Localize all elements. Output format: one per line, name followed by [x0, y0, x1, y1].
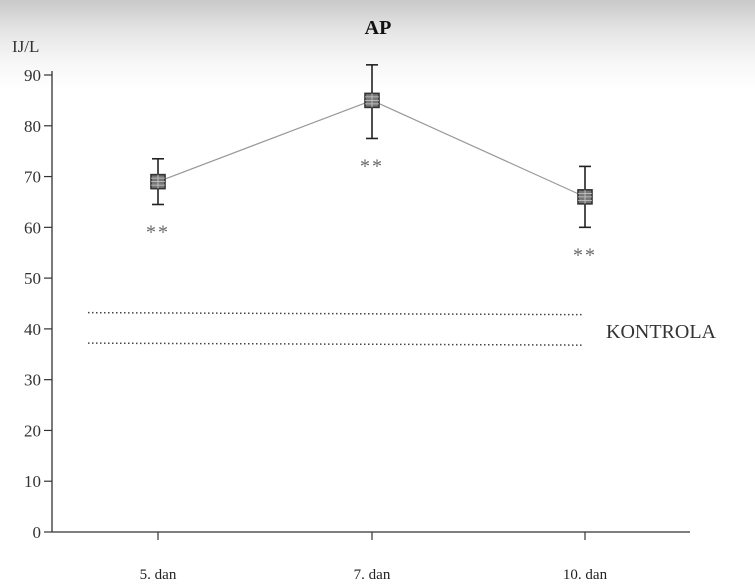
- x-tick-label: 5. dan: [140, 567, 177, 583]
- significance-label: **: [573, 244, 597, 266]
- data-point-hatch: [578, 189, 592, 204]
- reference-upper-line: [87, 311, 584, 316]
- scan-shading: [0, 0, 755, 90]
- reference-band-label: KONTROLA: [606, 321, 717, 343]
- reference-lower-line: [87, 342, 584, 346]
- y-tick-label: 10: [24, 472, 41, 491]
- y-tick-label: 70: [24, 168, 41, 187]
- data-point-hatch: [151, 174, 165, 189]
- y-axis-unit: IJ/L: [12, 37, 39, 56]
- y-tick-label: 60: [24, 218, 41, 237]
- chart-title: AP: [365, 17, 392, 39]
- y-tick-label: 80: [24, 117, 41, 136]
- y-tick-label: 30: [24, 371, 41, 390]
- y-tick-label: 50: [24, 269, 41, 288]
- y-tick-label: 0: [33, 523, 42, 542]
- y-tick-label: 20: [24, 421, 41, 440]
- significance-label: **: [146, 221, 170, 243]
- y-tick-label: 40: [24, 320, 41, 339]
- x-tick-label: 7. dan: [354, 567, 391, 583]
- y-tick-label: 90: [24, 66, 41, 85]
- data-point-hatch: [365, 93, 379, 108]
- x-tick-label: 10. dan: [563, 567, 608, 583]
- significance-label: **: [360, 155, 384, 177]
